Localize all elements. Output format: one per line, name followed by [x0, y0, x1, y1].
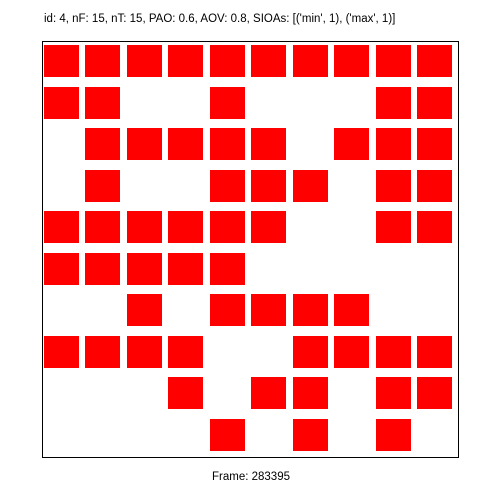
grid-cell-r2-c9: [417, 128, 452, 160]
grid-cell-r1-c9: [417, 86, 452, 119]
grid-cell-r2-c4: [209, 128, 245, 160]
grid-cell-r0-c7: [334, 45, 369, 77]
grid-cell-r7-c1: [85, 335, 120, 368]
grid-cell-r7-c2: [126, 335, 162, 368]
grid-cell-r7-c9: [417, 335, 452, 368]
grid-cell-r3-c4: [209, 169, 245, 202]
grid-cell-r9-c8: [375, 418, 411, 451]
grid-cell-r7-c8: [375, 335, 411, 368]
grid-cell-r9-c4: [209, 418, 245, 451]
grid-cell-r8-c3: [168, 377, 203, 409]
grid-cell-r7-c0: [43, 335, 79, 368]
frame-label: Frame: 283395: [212, 471, 290, 483]
grid-cell-r4-c0: [43, 211, 79, 243]
grid-cell-r0-c9: [417, 45, 452, 77]
grid-cell-r6-c2: [126, 294, 162, 326]
grid-cell-r7-c7: [334, 335, 369, 368]
grid-cell-r4-c5: [251, 211, 286, 243]
grid-cell-r0-c1: [85, 45, 120, 77]
grid-cell-r0-c2: [126, 45, 162, 77]
grid-cell-r2-c1: [85, 128, 120, 160]
grid-cell-r4-c9: [417, 211, 452, 243]
grid-cell-r9-c6: [292, 418, 328, 451]
grid-cell-r8-c9: [417, 377, 452, 409]
grid-cell-r2-c7: [334, 128, 369, 160]
grid-cell-r0-c3: [168, 45, 203, 77]
grid-cell-r4-c1: [85, 211, 120, 243]
grid-cell-r3-c8: [375, 169, 411, 202]
grid-cell-r6-c7: [334, 294, 369, 326]
grid-cell-r8-c5: [251, 377, 286, 409]
grid-cell-r6-c5: [251, 294, 286, 326]
grid-cell-r4-c4: [209, 211, 245, 243]
grid-cell-r3-c9: [417, 169, 452, 202]
grid-cell-r8-c8: [375, 377, 411, 409]
grid-cell-r4-c3: [168, 211, 203, 243]
grid-cell-r0-c5: [251, 45, 286, 77]
grid-cell-r5-c3: [168, 252, 203, 285]
grid-cell-r4-c2: [126, 211, 162, 243]
grid-cell-r0-c4: [209, 45, 245, 77]
grid-cell-r7-c3: [168, 335, 203, 368]
grid-cell-r8-c6: [292, 377, 328, 409]
header-label: id: 4, nF: 15, nT: 15, PAO: 0.6, AOV: 0.…: [44, 13, 396, 25]
grid-cell-r3-c6: [292, 169, 328, 202]
grid-cell-r2-c3: [168, 128, 203, 160]
grid-cell-r0-c6: [292, 45, 328, 77]
grid-cell-r5-c1: [85, 252, 120, 285]
grid-cell-r4-c8: [375, 211, 411, 243]
grid-cell-r3-c5: [251, 169, 286, 202]
grid-board: [42, 41, 459, 458]
grid-cell-r1-c4: [209, 86, 245, 119]
grid-cell-r1-c1: [85, 86, 120, 119]
grid-cell-r6-c4: [209, 294, 245, 326]
grid-cell-r2-c5: [251, 128, 286, 160]
grid-cell-r3-c1: [85, 169, 120, 202]
grid-cell-r6-c6: [292, 294, 328, 326]
grid-cell-r1-c0: [43, 86, 79, 119]
grid-cell-r0-c8: [375, 45, 411, 77]
grid-cell-r2-c8: [375, 128, 411, 160]
grid-cell-r5-c0: [43, 252, 79, 285]
grid-cell-r5-c4: [209, 252, 245, 285]
grid-cell-r1-c8: [375, 86, 411, 119]
grid-cell-r7-c6: [292, 335, 328, 368]
grid-cell-r0-c0: [43, 45, 79, 77]
grid-cell-r5-c2: [126, 252, 162, 285]
grid-cell-r2-c2: [126, 128, 162, 160]
